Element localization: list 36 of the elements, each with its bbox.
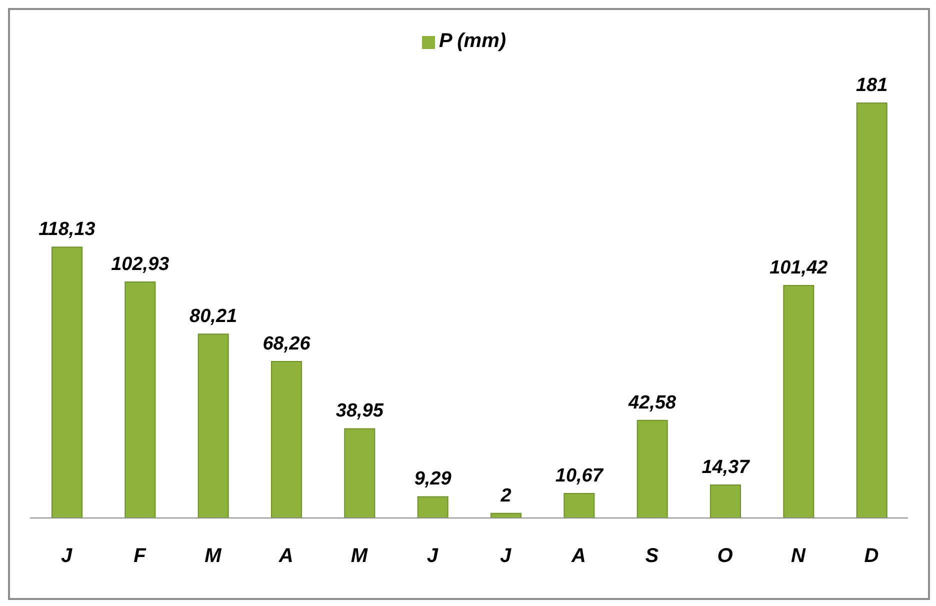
data-label: 9,29 xyxy=(414,468,452,490)
x-tick-label: D xyxy=(864,545,879,568)
data-label: 118,13 xyxy=(38,219,96,240)
data-label: 14,37 xyxy=(702,457,751,478)
data-label: 38,95 xyxy=(336,400,384,422)
data-label: 101,42 xyxy=(770,257,828,278)
bar xyxy=(636,420,668,518)
bar xyxy=(52,246,82,518)
x-tick-label: F xyxy=(134,545,147,568)
bar xyxy=(564,493,595,518)
data-label: 102,93 xyxy=(111,254,170,275)
bar xyxy=(271,360,302,518)
bar xyxy=(124,282,156,518)
x-tick-label: A xyxy=(570,545,586,568)
bar xyxy=(783,284,814,518)
data-label: 80,21 xyxy=(190,306,238,328)
x-tick-label: J xyxy=(426,545,439,568)
x-tick-label: J xyxy=(500,545,512,568)
data-label: 68,26 xyxy=(262,333,311,354)
x-tick-label: O xyxy=(717,545,734,568)
legend-label: P (mm) xyxy=(438,30,506,52)
x-tick-label: J xyxy=(61,545,74,568)
bar xyxy=(198,334,229,518)
bar xyxy=(344,428,376,518)
x-tick-label: M xyxy=(350,545,369,568)
x-tick-label: A xyxy=(278,545,294,568)
bar xyxy=(710,484,741,518)
x-tick-label: N xyxy=(791,545,806,568)
data-label: 181 xyxy=(856,75,888,96)
x-tick-label: S xyxy=(645,545,660,568)
data-label: 42,58 xyxy=(628,392,677,414)
data-label: 2 xyxy=(500,485,512,506)
x-tick-label: M xyxy=(204,545,223,568)
bar xyxy=(417,496,448,518)
data-label: 10,67 xyxy=(555,466,604,487)
bar xyxy=(856,102,888,518)
